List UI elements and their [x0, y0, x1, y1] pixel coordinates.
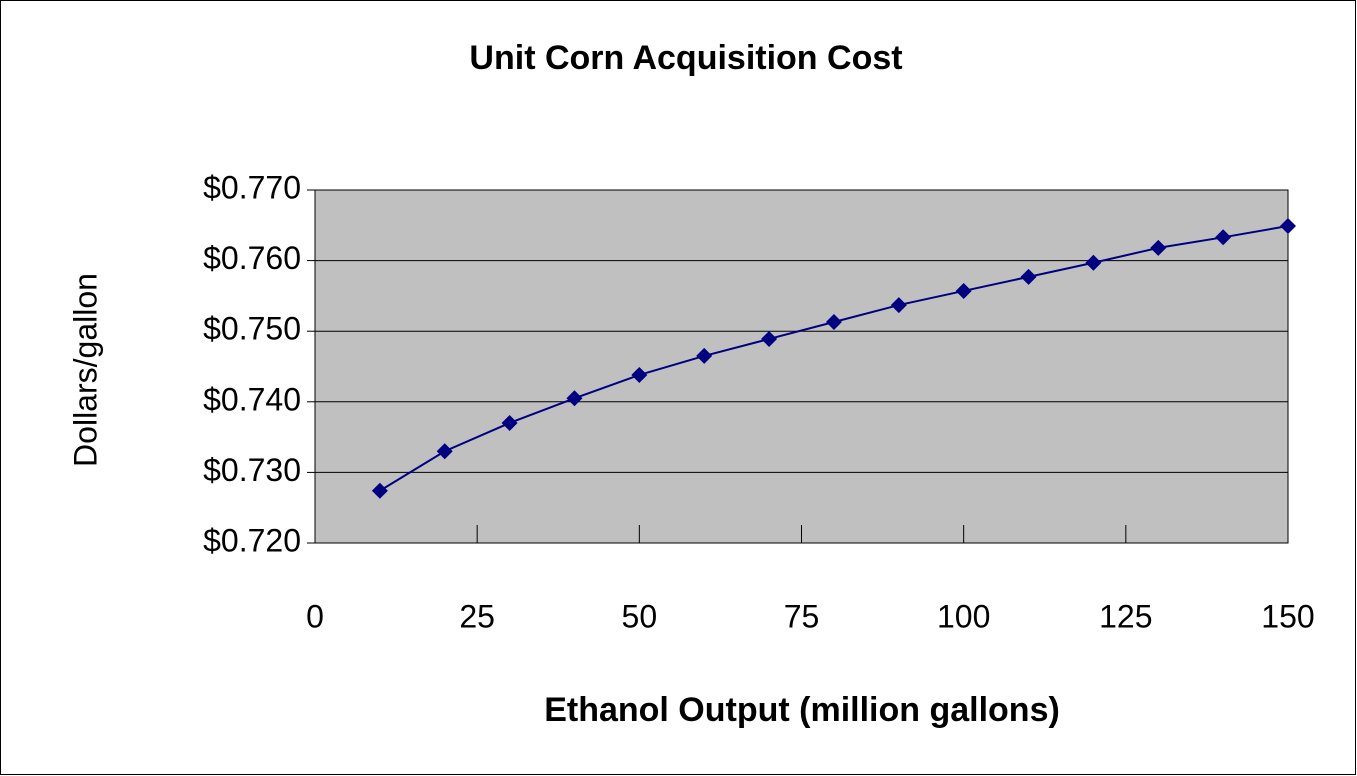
y-axis-title: Dollars/gallon	[67, 273, 103, 467]
point-marker	[1150, 239, 1167, 256]
point-marker	[696, 347, 713, 364]
x-tick-label: 100	[937, 598, 990, 634]
y-tick-label: $0.750	[203, 311, 301, 347]
x-tick-label: 25	[459, 598, 495, 634]
y-tick-label: $0.730	[203, 452, 301, 488]
point-marker	[501, 414, 518, 431]
y-tick-label: $0.740	[203, 381, 301, 417]
point-marker	[1215, 229, 1232, 246]
point-marker	[761, 330, 778, 347]
x-tick-label: 50	[622, 598, 658, 634]
x-axis-title: Ethanol Output (million gallons)	[544, 691, 1060, 729]
plot-area	[314, 189, 1289, 544]
x-tick-label: 125	[1099, 598, 1152, 634]
point-marker	[436, 443, 453, 460]
y-tick-label: $0.720	[203, 522, 301, 558]
chart-title: Unit Corn Acquisition Cost	[469, 39, 902, 77]
y-tick-label: $0.760	[203, 240, 301, 276]
point-marker	[1020, 268, 1037, 285]
point-marker	[1085, 254, 1102, 271]
x-tick-label: 75	[784, 598, 820, 634]
point-marker	[825, 314, 842, 331]
point-marker	[955, 282, 972, 299]
x-tick-label: 0	[306, 598, 324, 634]
point-marker	[1280, 218, 1296, 235]
point-marker	[631, 366, 648, 383]
point-marker	[371, 482, 388, 499]
x-tick-label: 150	[1261, 598, 1314, 634]
point-marker	[890, 297, 907, 314]
point-marker	[566, 390, 583, 407]
y-tick-label: $0.770	[203, 169, 301, 205]
